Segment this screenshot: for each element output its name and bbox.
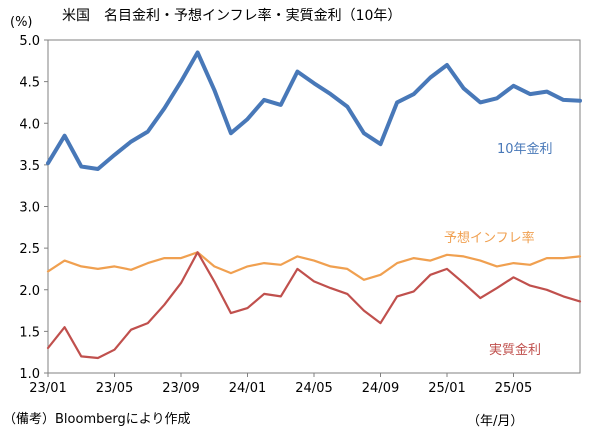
series-line-real-rate [46,251,582,360]
x-tick-label: 24/01 [229,381,266,396]
x-tick-label: 23/05 [96,381,133,396]
y-tick-label: 2.0 [19,284,40,299]
y-tick-label: 4.0 [19,117,40,132]
y-tick-label: 4.5 [19,76,40,91]
y-axis-unit: (%) [10,15,33,30]
series-line-10y-yield [46,50,582,171]
chart-title: 米国 名目金利・予想インフレ率・実質金利（10年） [62,8,402,24]
y-tick-label: 2.5 [19,242,40,257]
plot-frame [47,39,581,374]
x-tick-label: 23/01 [29,381,66,396]
y-tick-label: 1.5 [19,325,40,340]
source-note: （備考）Bloombergにより作成 [3,412,191,427]
y-tick-label: 1.0 [19,367,40,382]
series-label-10y-yield: 10年金利 [497,142,553,157]
y-tick-label: 3.0 [19,201,40,216]
x-tick-label: 25/05 [495,381,532,396]
series-label-real-rate: 実質金利 [489,343,542,358]
x-tick-label: 23/09 [162,381,199,396]
x-tick-label: 24/09 [362,381,399,396]
y-tick-label: 3.5 [19,159,40,174]
x-axis-unit: （年/月） [467,414,524,429]
x-tick-label: 25/01 [428,381,465,396]
x-tick-label: 24/05 [295,381,332,396]
series-line-expected-inflation [46,251,582,281]
series-label-expected-inflation: 予想インフレ率 [444,231,535,246]
y-tick-label: 5.0 [19,34,40,49]
